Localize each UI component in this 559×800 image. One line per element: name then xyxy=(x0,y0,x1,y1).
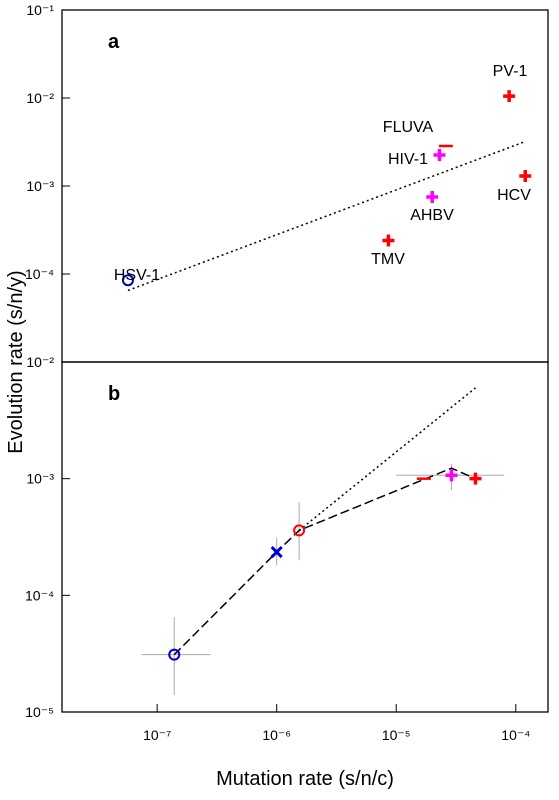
point-label: PV-1 xyxy=(493,63,528,80)
point xyxy=(168,648,181,661)
marker-circle xyxy=(168,648,181,661)
marker-plus xyxy=(519,169,532,182)
point xyxy=(293,524,306,537)
point-label: FLUVA xyxy=(383,119,434,136)
y-tick-label: 10⁻⁵ xyxy=(25,704,54,720)
marker-plus xyxy=(382,234,395,247)
y-tick-label: 10⁻² xyxy=(26,354,54,370)
x-axis-label: Mutation rate (s/n/c) xyxy=(216,768,394,790)
marker-plus xyxy=(426,190,439,203)
y-tick-label: 10⁻⁴ xyxy=(25,266,54,282)
x-tick-label: 10⁻⁷ xyxy=(143,727,171,743)
x-tick-label: 10⁻⁶ xyxy=(262,727,291,743)
marker-plus xyxy=(445,469,458,482)
point xyxy=(270,545,283,559)
fit-line xyxy=(298,387,476,532)
plot-frame xyxy=(61,9,549,363)
marker-circle xyxy=(121,274,134,287)
y-tick-label: 10⁻¹ xyxy=(26,2,54,18)
marker-circle xyxy=(293,524,306,537)
point xyxy=(382,234,395,247)
point xyxy=(426,190,439,203)
y-tick-label: 10⁻⁴ xyxy=(25,587,54,603)
plot-frame xyxy=(61,361,549,713)
point xyxy=(503,90,516,103)
x-tick-label: 10⁻⁵ xyxy=(382,727,411,743)
y-axis-label: Evolution rate (s/n/y) xyxy=(5,270,27,453)
point xyxy=(469,472,482,485)
marker-plus xyxy=(433,149,446,162)
y-tick-label: 10⁻³ xyxy=(26,178,54,194)
y-tick-label: 10⁻³ xyxy=(26,471,54,487)
point xyxy=(445,469,458,482)
point-label: HSV-1 xyxy=(114,267,160,284)
fit-line xyxy=(127,140,526,292)
panel-label: a xyxy=(108,31,120,53)
point xyxy=(121,274,134,287)
point-label: TMV xyxy=(371,251,405,268)
marker-plus xyxy=(469,472,482,485)
marker-plus xyxy=(503,90,516,103)
point-label: HCV xyxy=(497,187,531,204)
trend-line xyxy=(173,467,476,656)
point xyxy=(519,169,532,182)
point-label: HIV-1 xyxy=(388,151,428,168)
point-label: AHBV xyxy=(410,207,454,224)
x-tick-label: 10⁻⁴ xyxy=(501,727,530,743)
point xyxy=(433,149,446,162)
panel-label: b xyxy=(108,383,120,405)
y-tick-label: 10⁻² xyxy=(26,90,54,106)
marker-x xyxy=(270,545,283,559)
